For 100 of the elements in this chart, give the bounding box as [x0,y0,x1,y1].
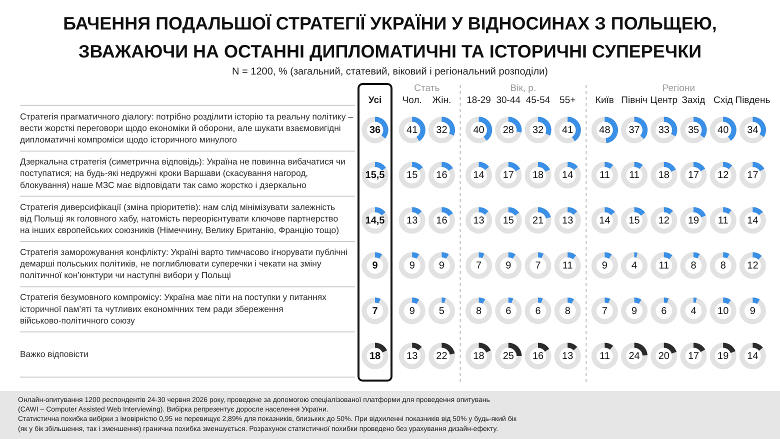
text: Стратегія прагматичного діалогу: потрібно розділити історію та реальну політику – вести жорсткі переговори щодо економіки й оборони, але шукати взаємовигідні дипломатичні компроміси щодо історичного минулого [20,111,354,145]
data-label: 9 [750,306,756,317]
data-label: 22 [436,351,448,362]
data-label: 16 [436,215,448,226]
data-label: 36 [369,125,381,136]
data-label: 6 [535,306,542,317]
data-label: 9 [372,260,378,272]
data-label: 10 [718,306,730,317]
data-label: 16 [532,351,544,362]
data-label: 8 [564,306,571,317]
data-label: 7 [476,260,482,272]
data-label: 28 [502,125,514,136]
data-label: 32 [436,125,448,136]
data-label: 9 [409,260,416,272]
data-label: 15 [502,215,514,226]
data-label: 14 [599,215,611,226]
data-label: 7 [535,260,542,272]
data-label: 11 [658,260,670,272]
data-label: 11 [718,215,729,226]
data-label: 9 [632,306,638,317]
category-label: 18-29 [466,95,491,106]
data-label: 17 [747,170,759,182]
data-label: 8 [476,306,482,317]
text: N = 1200, % (загальний, статевий, віковий і регіональний розподіли) [232,66,548,78]
data-label: 41 [562,125,574,136]
data-label: 9 [409,306,416,317]
data-label: 24 [628,351,640,362]
data-label: 14 [473,170,485,182]
text: Стать [414,83,440,94]
data-label: 11 [629,170,640,182]
data-label: 35 [688,125,700,136]
data-label: 15,5 [365,170,386,182]
data-label: 13 [562,351,574,362]
data-label: 15 [406,170,418,182]
data-label: 11 [562,260,574,272]
category-label: Центр [650,95,678,106]
data-label: 7 [372,306,378,317]
category-label: Північ [621,95,648,106]
data-label: 15 [628,215,640,226]
data-label: 18 [532,170,544,182]
data-label: 11 [600,170,610,182]
data-label: 14 [747,215,759,226]
data-label: 20 [658,351,670,362]
data-label: 12 [718,170,730,182]
data-label: 9 [602,260,608,272]
text: Вік, р. [510,83,536,94]
data-label: 14 [562,170,574,182]
data-label: 40 [718,125,730,136]
data-label: 40 [473,125,485,136]
data-label: 6 [661,306,668,317]
text: Стратегія безумовного компромісу: Україна має піти на поступки у питаннях історичної пам’яті та чутливих економічних тем ради збереження військово-політичного союзу [20,292,328,326]
text: Стратегія диверсифікації (зміна пріоритетів): нам слід мінімізувати залежність від Польщі як головного хабу, натомість переорієнтувати ключове партнерство на інших європейських союзників (Німеччину, Велику Британію, Францію тощо) [20,202,340,235]
text: Стратегія заморожування конфлікту: Україні варто тимчасово ігнорувати публічні демарші польських політиків, не поглиблювати суперечки і чекати на зміну політичної кон’юнктури чи наступні вибори у Польщі [20,247,348,280]
data-label: 33 [658,125,670,136]
text: Дзеркальна стратегія (симетрична відповідь): Україна не повинна вибачатися чи поступатися; на будь-які недружні кроки Варшави (скасування нагород, блокування) наше МЗС має відповідати так само жорстко і дзеркально [20,156,346,190]
category-label: 45-54 [526,95,550,106]
data-label: 37 [628,125,640,136]
data-label: 18 [369,351,381,362]
data-label: 13 [473,215,485,226]
data-label: 13 [406,351,418,362]
data-label: 12 [747,260,759,272]
text: Важко відповісти [20,349,89,359]
category-label: Схід [713,95,734,106]
data-label: 34 [747,125,759,136]
data-label: 6 [506,306,512,317]
category-label: 55+ [560,95,576,106]
data-label: 14 [747,351,759,362]
data-label: 4 [690,306,697,317]
data-label: 11 [600,351,610,362]
data-label: 25 [502,351,514,362]
data-label: 9 [438,260,445,272]
data-label: 18 [658,170,670,182]
data-label: 18 [473,351,485,362]
text: Регіони [662,83,696,94]
data-label: 17 [688,351,700,362]
text: БАЧЕННЯ ПОДАЛЬШОЇ СТРАТЕГІЇ УКРАЇНИ У ВІДНОСИНАХ З ПОЛЬЩЕЮ, ЗВАЖАЮЧИ НА ОСТАННІ ДИПЛОМАТИЧНІ ТА ІСТОРИЧНІ СУПЕРЕЧКИ [63,14,717,62]
data-label: 17 [688,170,700,182]
data-label: 13 [562,215,574,226]
data-label: 9 [506,260,512,272]
data-label: 41 [406,125,418,136]
data-label: 7 [602,306,608,317]
data-label: 32 [532,125,544,136]
category-label: Жін. [432,95,452,106]
category-label: Південь [735,95,770,106]
data-label: 16 [436,170,448,182]
data-label: 12 [658,215,670,226]
data-label: 19 [688,215,700,226]
category-label: Захід [682,95,706,106]
data-label: 8 [720,260,726,272]
data-label: 8 [690,260,697,272]
category-label: Чол. [402,95,422,106]
category-label: Усі [368,95,382,106]
data-label: 13 [406,215,418,226]
data-label: 14,5 [365,215,386,226]
data-label: 4 [632,260,638,272]
category-label: Київ [595,95,614,106]
data-label: 19 [718,351,730,362]
data-label: 48 [599,125,611,136]
data-label: 17 [502,170,514,182]
data-label: 21 [532,215,544,226]
